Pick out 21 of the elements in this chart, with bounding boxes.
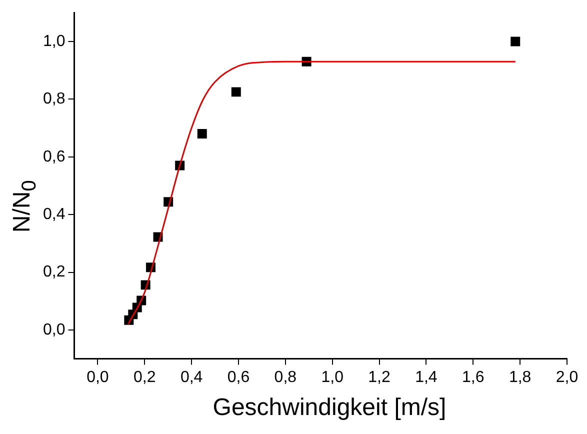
- y-tick-label: 0,4: [42, 206, 66, 223]
- x-tick-label: 1,6: [462, 368, 484, 386]
- x-tick-label: 2,0: [556, 368, 578, 386]
- y-tick-label: 0,8: [42, 90, 66, 108]
- x-axis-title: Geschwindigkeit [m/s]: [212, 394, 448, 422]
- y-tick-label: 0,0: [42, 321, 66, 338]
- x-tick-label: 1,4: [415, 368, 438, 386]
- x-tick-label: 0,0: [86, 368, 109, 386]
- x-tick-label: 0,2: [134, 368, 156, 386]
- x-tick-label: 0,4: [180, 368, 203, 386]
- y-tick-label: 0,6: [42, 148, 66, 166]
- x-tick-label: 1,2: [368, 368, 390, 386]
- x-tick-label: 0,6: [227, 368, 250, 386]
- y-tick-label: 1,0: [42, 32, 66, 50]
- x-tick-label: 1,0: [321, 368, 344, 386]
- x-tick-label: 1,8: [508, 368, 532, 386]
- point: [197, 129, 207, 139]
- point: [231, 87, 241, 97]
- point: [510, 36, 520, 46]
- y-tick-label: 0,2: [42, 264, 66, 281]
- x-tick-label: 0,8: [274, 368, 297, 386]
